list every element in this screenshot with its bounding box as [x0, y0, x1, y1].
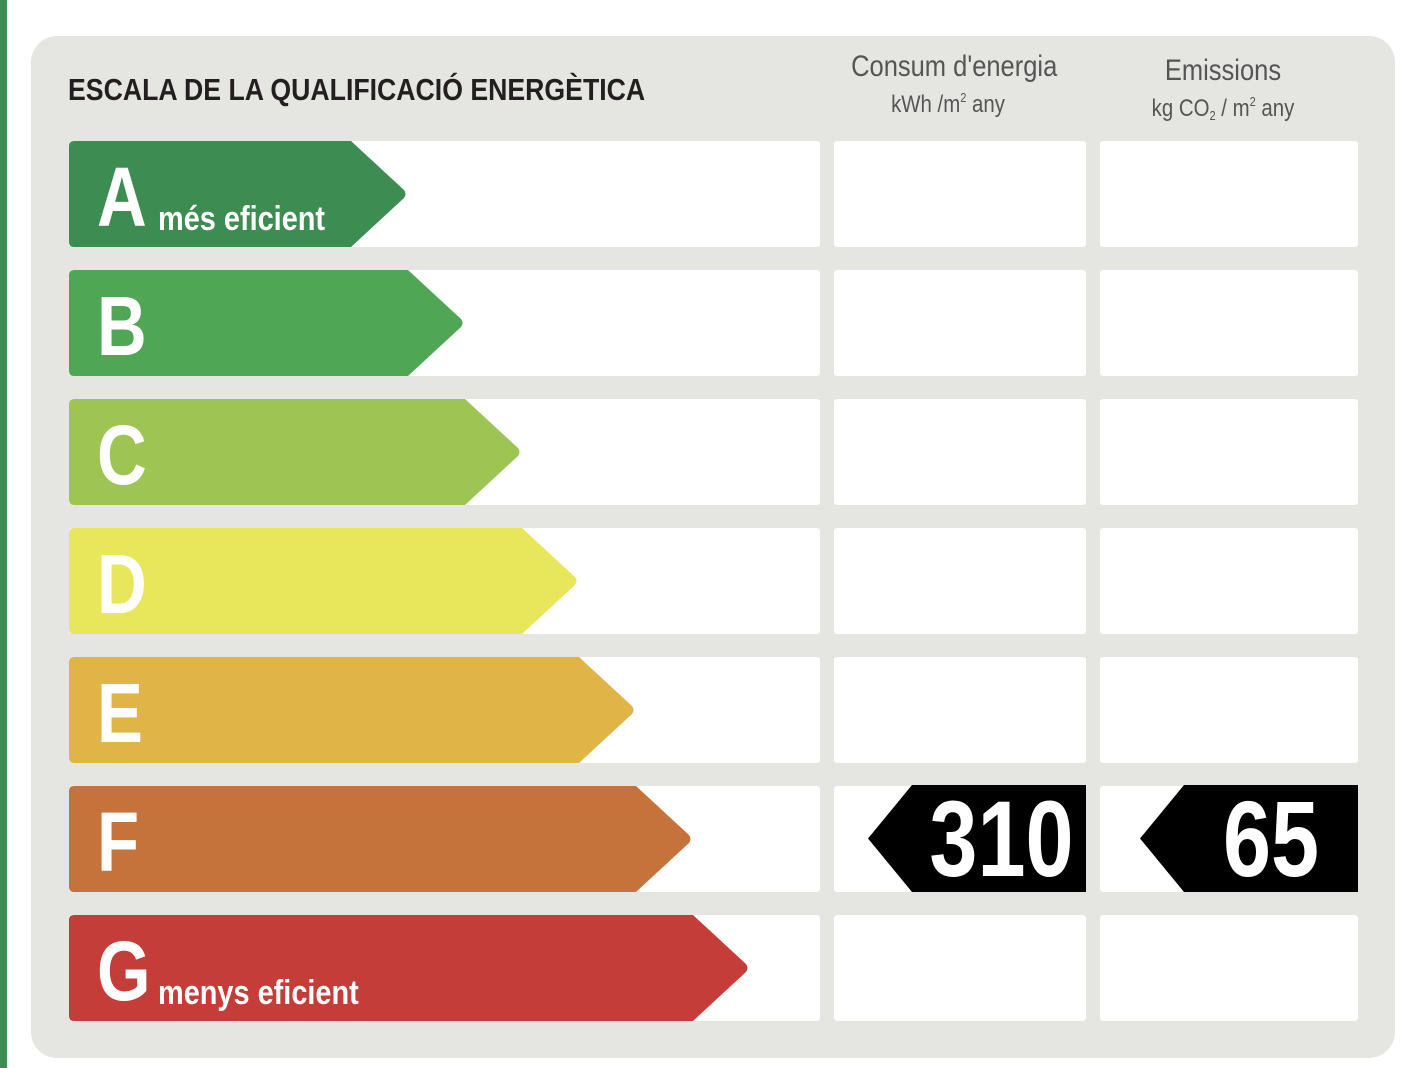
band-b: B [69, 270, 464, 376]
band-arrow-shape [69, 141, 406, 247]
band-letter: D [97, 537, 147, 631]
emissions-cell [1100, 528, 1358, 634]
energy-column-header: Consum d'energia kWh /m2 any [834, 50, 1062, 119]
band-letter: A [97, 150, 147, 244]
energy-cell [834, 657, 1086, 763]
emissions-column-unit: kg CO2 / m2 any [1151, 94, 1295, 123]
energy-cell [834, 915, 1086, 1021]
emissions-cell [1100, 399, 1358, 505]
band-c: C [69, 399, 521, 505]
band-arrow-shape [69, 657, 634, 763]
energy-cell [834, 141, 1086, 247]
left-edge-stripe [0, 0, 7, 1068]
band-d: D [69, 528, 578, 634]
band-arrow-shape [69, 270, 463, 376]
energy-column-unit: kWh /m2 any [891, 90, 1005, 118]
band-e: E [69, 657, 635, 763]
emissions-rating-marker: 65 [1140, 778, 1358, 899]
band-letter: F [97, 795, 140, 889]
emissions-cell [1100, 141, 1358, 247]
band-arrow-shape [69, 915, 748, 1021]
emissions-marker-arrow-shape [1140, 785, 1358, 892]
emissions-column-title: Emissions [1164, 54, 1282, 87]
energy-marker-arrow-shape [868, 785, 1086, 892]
band-letter: E [97, 666, 143, 760]
emissions-column-header: Emissions kg CO2 / m2 any [1100, 54, 1346, 123]
energy-cell [834, 528, 1086, 634]
energy-cell [834, 399, 1086, 505]
energy-value: 310 [929, 778, 1074, 899]
band-arrow-shape [69, 528, 577, 634]
band-caption: més eficient [158, 200, 326, 238]
band-caption: menys eficient [158, 974, 359, 1012]
label-title: ESCALA DE LA QUALIFICACIÓ ENERGÈTICA [68, 72, 646, 107]
emissions-cell [1100, 915, 1358, 1021]
band-arrow-shape [69, 399, 520, 505]
emissions-cell [1100, 270, 1358, 376]
band-letter: C [97, 408, 147, 502]
band-letter: B [97, 279, 147, 373]
band-arrow-shape [69, 786, 691, 892]
energy-rating-marker: 310 [868, 778, 1086, 899]
energy-cell [834, 270, 1086, 376]
band-f: F [69, 786, 692, 892]
emissions-cell [1100, 657, 1358, 763]
emissions-value: 65 [1222, 778, 1320, 899]
energy-column-title: Consum d'energia [851, 50, 1058, 83]
band-letter: G [97, 924, 151, 1018]
